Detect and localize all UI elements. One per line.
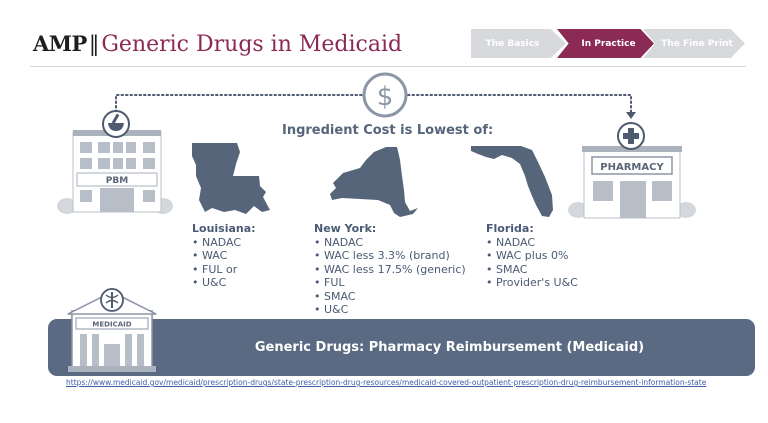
list-item: U&C: [314, 303, 466, 317]
source-link[interactable]: https://www.medicaid.gov/medicaid/prescr…: [66, 378, 707, 387]
banner-title: Generic Drugs: Pharmacy Reimbursement (M…: [254, 340, 645, 355]
flow-arrowhead: [626, 112, 636, 119]
header-divider: [30, 66, 746, 67]
new-york-shape: [330, 147, 418, 217]
state-name: Louisiana:: [192, 222, 256, 235]
state-method-list: NADAC WAC FUL or U&C: [192, 236, 256, 290]
pharmacy-label: PHARMACY: [600, 162, 664, 173]
state-block-louisiana: Louisiana: NADAC WAC FUL or U&C: [192, 222, 256, 290]
list-item: WAC: [192, 249, 256, 263]
list-item: Provider's U&C: [486, 276, 578, 290]
list-item: FUL or: [192, 263, 256, 277]
state-name: New York:: [314, 222, 377, 235]
dollar-icon: $: [362, 72, 408, 118]
crumb-the-basics[interactable]: The Basics: [471, 29, 566, 58]
list-item: FUL: [314, 276, 466, 290]
ingredient-cost-heading: Ingredient Cost is Lowest of:: [282, 123, 494, 138]
breadcrumb: The Basics In Practice The Fine Print: [471, 29, 745, 58]
state-block-new-york: New York: NADAC WAC less 3.3% (brand) WA…: [314, 222, 466, 317]
list-item: WAC less 3.3% (brand): [314, 249, 466, 263]
list-item: NADAC: [486, 236, 578, 250]
pbm-label: PBM: [106, 176, 128, 186]
state-method-list: NADAC WAC less 3.3% (brand) WAC less 17.…: [314, 236, 466, 317]
list-item: NADAC: [314, 236, 466, 250]
amp-logo-text: AMP: [33, 31, 87, 56]
page-title: Generic Drugs in Medicaid: [101, 32, 403, 57]
florida-shape: [471, 146, 553, 217]
crumb-the-fine-print[interactable]: The Fine Print: [643, 29, 745, 58]
list-item: NADAC: [192, 236, 256, 250]
louisiana-shape: [192, 143, 270, 214]
caduceus-icon: [100, 288, 124, 312]
state-method-list: NADAC WAC plus 0% SMAC Provider's U&C: [486, 236, 578, 290]
medical-cross-icon: [617, 122, 645, 150]
reimbursement-banner: Generic Drugs: Pharmacy Reimbursement (M…: [48, 319, 755, 376]
list-item: SMAC: [486, 263, 578, 277]
list-item: WAC less 17.5% (generic): [314, 263, 466, 277]
crumb-in-practice[interactable]: In Practice: [557, 29, 654, 58]
list-item: WAC plus 0%: [486, 249, 578, 263]
pbm-building-icon: PBM: [57, 130, 173, 214]
state-block-florida: Florida: NADAC WAC plus 0% SMAC Provider…: [486, 222, 578, 290]
pharmacy-building-icon: PHARMACY: [568, 146, 696, 219]
flow-connector: [115, 94, 632, 114]
list-item: SMAC: [314, 290, 466, 304]
list-item: U&C: [192, 276, 256, 290]
brand-title: AMP‖Generic Drugs in Medicaid: [33, 31, 402, 57]
brand-separator: ‖: [88, 32, 100, 56]
svg-text:$: $: [377, 82, 394, 112]
state-name: Florida:: [486, 222, 534, 235]
mortar-pestle-icon: [102, 110, 130, 138]
